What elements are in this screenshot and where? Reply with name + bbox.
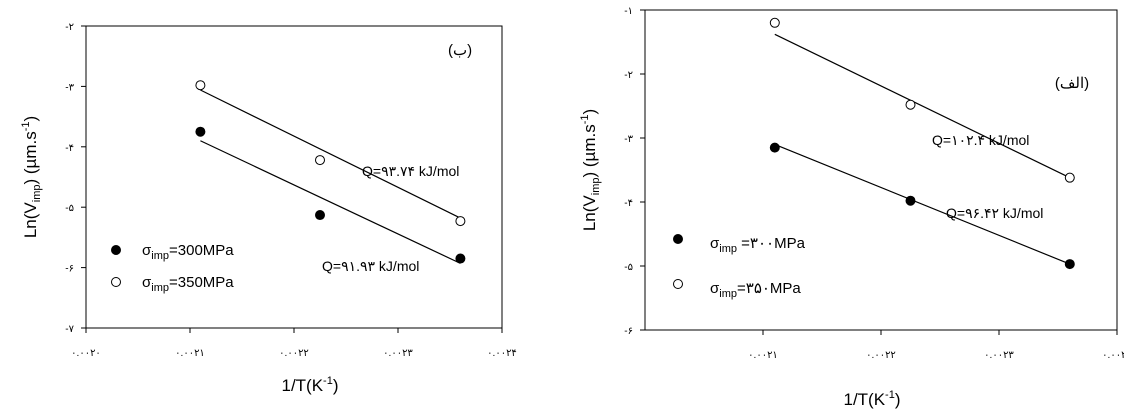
legend-marker-350 — [111, 277, 121, 287]
legend-sigma: σ — [142, 242, 152, 259]
legend-entry-350: σimp=۳۵۰MPa — [710, 280, 801, 300]
legend-entry-300: σimp =۳۰۰MPa — [710, 235, 806, 255]
fit-label-300: Q=۹۱.۹۳ kJ/mol — [322, 258, 419, 274]
data-point-series-0 — [195, 126, 206, 137]
fit-label-350: Q=۱۰۲.۴ kJ/mol — [932, 132, 1029, 148]
fit-line-series-0 — [774, 143, 1071, 265]
x-tick-label: ۰.۰۰۲۲ — [866, 350, 896, 361]
y-tick-label: -۵ — [624, 262, 633, 273]
legend-entry-300: σimp=300MPa — [142, 242, 234, 262]
x-axis-label: 1/T(K-1) — [843, 389, 900, 409]
legend: σimp =۳۰۰MPa σimp=۳۵۰MPa — [673, 234, 806, 300]
x-tick-label: ۰.۰۰۲۴ — [487, 348, 517, 359]
data-point-series-1 — [455, 216, 466, 227]
legend-subscript: imp — [719, 288, 737, 300]
legend: σimp=300MPa σimp=350MPa — [111, 242, 234, 294]
chart-panel-alef: ۰.۰۰۲۱ ۰.۰۰۲۲ ۰.۰۰۲۳ ۰.۰۰۲۴ -۱ -۲ -۳ -۴ -۵ -۶ (ا… — [579, 6, 1124, 409]
data-point-series-1 — [1064, 172, 1075, 183]
legend-sigma: σ — [710, 280, 720, 297]
fit-lines — [200, 89, 461, 264]
data-point-series-0 — [455, 253, 466, 264]
y-tick-label: -۴ — [65, 143, 74, 154]
y-tick-label: -۵ — [65, 203, 74, 214]
x-tick-label: ۰.۰۰۲۳ — [984, 350, 1014, 361]
y-tick-label: -۱ — [624, 6, 633, 17]
data-point-series-1 — [195, 80, 206, 91]
data-point-series-1 — [905, 99, 916, 110]
y-axis-label: Ln(Vimp) (µm.s-1) — [20, 116, 43, 238]
x-axis-ticks: ۰.۰۰۲۱ ۰.۰۰۲۲ ۰.۰۰۲۳ ۰.۰۰۲۴ — [748, 330, 1124, 361]
y-tick-label: -۲ — [624, 70, 633, 81]
y-axis-ticks: -۲ -۳ -۴ -۵ -۶ -۷ — [65, 22, 86, 335]
x-axis-ticks: ۰.۰۰۲۰ ۰.۰۰۲۱ ۰.۰۰۲۲ ۰.۰۰۲۳ ۰.۰۰۲۴ — [71, 328, 517, 359]
y-tick-label: -۶ — [65, 264, 74, 275]
data-point-series-0 — [315, 210, 325, 221]
fit-label-350: Q=۹۳.۷۴ kJ/mol — [362, 163, 459, 179]
legend-marker-300 — [673, 234, 683, 244]
fit-lines — [774, 33, 1071, 265]
fit-line-series-1 — [200, 89, 461, 219]
legend-value: =350MPa — [169, 274, 234, 291]
data-point-series-1 — [769, 17, 780, 28]
data-point-series-0 — [1064, 259, 1075, 270]
y-tick-label: -۶ — [624, 326, 633, 337]
x-axis-label: 1/T(K-1) — [281, 375, 338, 395]
data-point-series-0 — [905, 195, 916, 206]
legend-value: =۳۰۰MPa — [737, 235, 806, 252]
panel-label: (الف) — [1055, 75, 1089, 92]
legend-marker-350 — [673, 279, 683, 289]
x-tick-label: ۰.۰۰۲۲ — [279, 348, 309, 359]
y-axis-label: Ln(Vimp) (µm.s-1) — [579, 109, 602, 231]
legend-subscript: imp — [719, 243, 737, 255]
y-tick-label: -۳ — [65, 82, 74, 93]
legend-subscript: imp — [151, 282, 169, 294]
fit-line-series-1 — [774, 33, 1071, 179]
y-tick-label: -۲ — [65, 22, 74, 33]
legend-subscript: imp — [151, 250, 169, 262]
x-tick-label: ۰.۰۰۲۱ — [175, 348, 205, 359]
y-tick-label: -۷ — [65, 324, 74, 335]
x-tick-label: ۰.۰۰۲۴ — [1102, 350, 1124, 361]
chart-panel-b: ۰.۰۰۲۰ ۰.۰۰۲۱ ۰.۰۰۲۲ ۰.۰۰۲۳ ۰.۰۰۲۴ -۲-۳-۴-۵-… — [20, 22, 517, 395]
x-tick-label: ۰.۰۰۲۱ — [748, 350, 778, 361]
data-point-series-1 — [315, 155, 325, 166]
legend-sigma: σ — [710, 235, 720, 252]
fit-line-series-0 — [200, 140, 461, 264]
data-point-series-0 — [769, 142, 780, 153]
panel-label: (ب) — [448, 42, 472, 59]
y-tick-label: -۴ — [624, 198, 633, 209]
fit-label-300: Q=۹۶.۴۲ kJ/mol — [946, 205, 1043, 221]
data-points — [769, 17, 1075, 270]
y-tick-label: -۳ — [624, 134, 633, 145]
legend-entry-350: σimp=350MPa — [142, 274, 234, 294]
data-points — [195, 80, 466, 264]
legend-value: =300MPa — [169, 242, 234, 259]
y-axis-ticks: -۱ -۲ -۳ -۴ -۵ -۶ — [624, 6, 645, 337]
legend-marker-300 — [111, 245, 121, 255]
x-tick-label: ۰.۰۰۲۰ — [71, 348, 101, 359]
x-tick-label: ۰.۰۰۲۳ — [383, 348, 413, 359]
legend-value: =۳۵۰MPa — [737, 280, 801, 297]
legend-sigma: σ — [142, 274, 152, 291]
